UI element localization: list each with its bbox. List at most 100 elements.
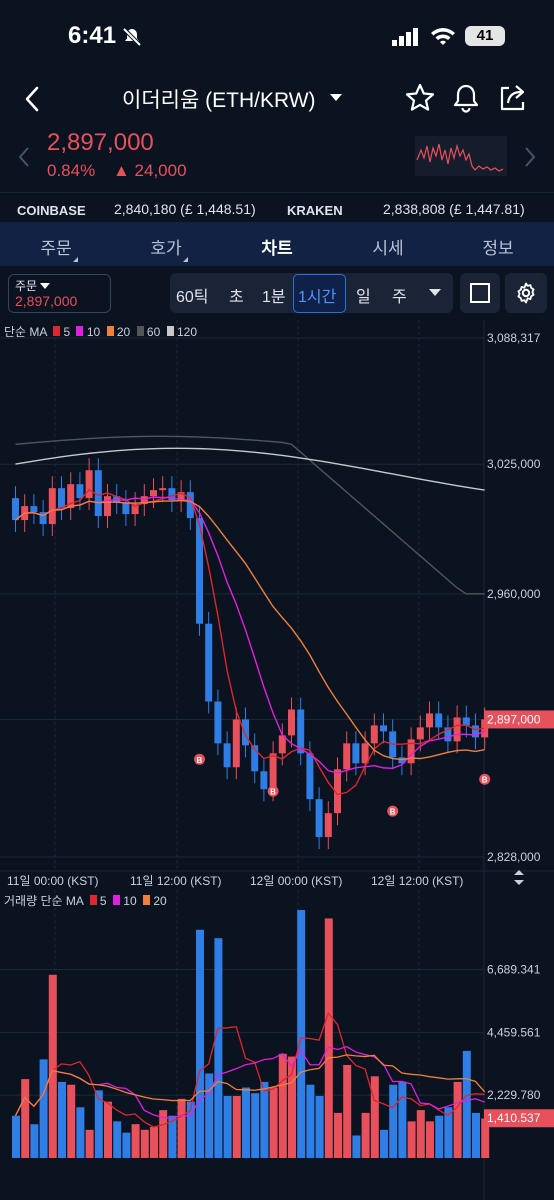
tab-info[interactable]: 정보 [482, 239, 514, 258]
legend-swatch-vma5 [89, 895, 97, 905]
volume-bar [334, 1112, 342, 1158]
candle-body [472, 725, 479, 738]
candle-body [278, 735, 286, 754]
current-volume-label: 1,410.537 [487, 1111, 541, 1125]
volume-bar [370, 1076, 379, 1158]
candle-body [94, 470, 102, 517]
vma20-line [14, 1054, 486, 1117]
time-axis-label: 12일 00:00 (KST) [250, 874, 342, 888]
ma5-line [15, 488, 485, 796]
status-bar: 6:41 41 [0, 0, 554, 72]
current-volume-tag [484, 1109, 554, 1128]
candle-body [104, 496, 111, 517]
mini-price-chart[interactable] [415, 136, 507, 176]
legend-vma10: 10 [123, 894, 137, 908]
candle-body [297, 709, 305, 754]
candle-body [168, 488, 176, 501]
volume-bar [389, 1084, 398, 1158]
volume-bar [416, 1110, 425, 1158]
volume-bar [324, 918, 333, 1158]
drawing-tool-button[interactable] [460, 273, 500, 313]
candle-body [334, 769, 341, 814]
pair-title[interactable]: 이더리움 (ETH/KRW) [122, 89, 316, 112]
candle-body [343, 743, 351, 770]
candle-body [140, 496, 148, 505]
interval-1hour[interactable]: 1시간 [298, 289, 337, 306]
interval-second[interactable]: 초 [229, 289, 244, 306]
candle-body [85, 470, 93, 499]
legend-vma20: 20 [153, 894, 167, 908]
chevron-left-icon[interactable] [18, 147, 30, 167]
volume-bars-layer [12, 910, 490, 1158]
chart-settings-button[interactable] [505, 273, 547, 313]
candle-body [324, 813, 332, 838]
status-time: 6:41 [68, 22, 117, 49]
legend-ma20: 20 [116, 325, 131, 339]
interval-1min[interactable]: 1분 [262, 289, 286, 306]
exchange-price: 2,838,808 (£ 1,447.81) [383, 201, 525, 217]
volume-bar [444, 1107, 453, 1158]
candle-body [407, 739, 415, 764]
candle-body [214, 701, 222, 744]
tab-dropdown-icon [183, 252, 188, 262]
volume-bar [343, 1065, 352, 1158]
time-axis-label: 12일 12:00 (KST) [371, 874, 463, 888]
candle-body [223, 743, 231, 768]
vma5-line [14, 1011, 485, 1128]
legend-swatch-ma120 [166, 326, 174, 336]
star-icon[interactable] [404, 82, 436, 114]
ma60-line [15, 435, 485, 595]
volume-bar [85, 1129, 94, 1158]
order-price-box[interactable]: 주문 2,897,000 [8, 274, 111, 313]
legend-swatch-vma20 [142, 895, 150, 905]
back-icon[interactable] [18, 84, 48, 114]
tab-orderbook[interactable]: 호가 [150, 239, 182, 258]
candle-body [30, 506, 38, 513]
candle-body [48, 488, 56, 525]
chevron-down-icon[interactable] [429, 289, 441, 297]
candle-body [269, 753, 277, 790]
exchange-price: 2,840,180 (£ 1,448.51) [114, 201, 256, 217]
legend-swatch-ma10 [76, 326, 84, 336]
candle-body [288, 709, 295, 736]
ma120-line [15, 447, 485, 491]
interval-60tick[interactable]: 60틱 [176, 289, 209, 306]
volume-axis-label: 4,459.561 [487, 1025, 541, 1039]
candle-body [113, 496, 121, 503]
candle-body [435, 713, 443, 728]
tab-chart[interactable]: 차트 [261, 239, 293, 258]
volume-bar [94, 1090, 103, 1158]
current-price: 2,897,000 [47, 129, 154, 156]
ma-lines-layer [15, 435, 485, 796]
bell-muted-icon [122, 27, 142, 47]
volume-bar [214, 938, 223, 1158]
candle-body [416, 727, 424, 740]
interval-day[interactable]: 일 [356, 289, 371, 306]
volume-bar [398, 1081, 407, 1158]
exchange-prices-row: COINBASE 2,840,180 (£ 1,448.51) KRAKEN 2… [0, 192, 554, 223]
price-volume-chart[interactable]: 3,088,317 3,025,000 2,960,000 2,828,000 2,89… [0, 320, 554, 1200]
interval-selector: 60틱 초 1분 1시간 일 주 [170, 273, 453, 313]
candle-body [131, 504, 139, 515]
volume-ma-layer [14, 1011, 486, 1128]
candle-body [380, 725, 387, 732]
tab-trades[interactable]: 시세 [372, 239, 404, 258]
share-icon[interactable] [497, 82, 529, 114]
order-label-text: 주문 [15, 279, 38, 293]
buy-marker [479, 773, 491, 785]
legend-ma120: 120 [176, 325, 197, 339]
bell-icon[interactable] [450, 82, 482, 114]
chevron-down-icon[interactable] [330, 94, 342, 102]
exchange-name: KRAKEN [287, 203, 343, 218]
volume-axis-label: 6,689.341 [487, 962, 541, 976]
volume-bar [361, 1112, 370, 1158]
tab-order[interactable]: 주문 [40, 239, 72, 258]
candle-body [67, 484, 75, 509]
interval-active-highlight [293, 274, 346, 313]
price-axis-label: 2,828,000 [487, 850, 541, 864]
chevron-right-icon[interactable] [524, 147, 536, 167]
time-axis-label: 11일 00:00 (KST) [7, 874, 99, 888]
volume-bar [58, 1081, 66, 1158]
candle-body [315, 799, 323, 838]
interval-week[interactable]: 주 [392, 289, 407, 306]
